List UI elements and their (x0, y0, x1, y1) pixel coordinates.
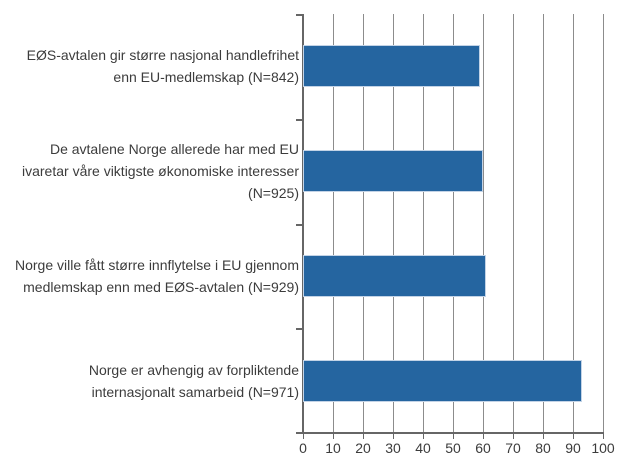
x-axis-tick (422, 433, 424, 439)
x-axis-tick (332, 433, 334, 439)
gridline (422, 14, 424, 433)
category-label-line: De avtalene Norge allerede har med EU (49, 141, 299, 158)
bar (303, 359, 582, 402)
x-tick-label: 70 (505, 440, 521, 456)
x-axis-tick (302, 433, 304, 439)
y-axis-tick (296, 118, 302, 121)
x-tick-label: 20 (355, 440, 371, 456)
category-label-line: enn EU-medlemskap (N=842) (113, 69, 299, 86)
x-axis-tick (362, 433, 364, 439)
x-axis-tick (482, 433, 484, 439)
x-axis-tick (452, 433, 454, 439)
x-axis-tick (512, 433, 514, 439)
x-tick-label: 0 (299, 440, 307, 456)
x-axis-tick (392, 433, 394, 439)
gridline (602, 14, 604, 433)
bar (303, 254, 486, 297)
gridline (482, 14, 484, 433)
gridline (452, 14, 454, 433)
x-axis-tick (542, 433, 544, 439)
category-label-line: (N=925) (248, 185, 299, 202)
category-label: EØS-avtalen gir større nasjonal handlefr… (0, 44, 299, 88)
x-tick-label: 50 (445, 440, 461, 456)
gridline (332, 14, 334, 433)
x-tick-label: 40 (415, 440, 431, 456)
x-tick-label: 80 (535, 440, 551, 456)
y-axis-tick (296, 223, 302, 226)
y-axis-tick (296, 14, 302, 16)
x-tick-label: 90 (565, 440, 581, 456)
x-axis-tick (572, 433, 574, 439)
gridline (392, 14, 394, 433)
gridline (362, 14, 364, 433)
category-label-line: ivaretar våre viktigste økonomiske inter… (22, 163, 299, 180)
bar (303, 150, 483, 193)
bar (303, 45, 480, 88)
gridline (572, 14, 574, 433)
x-tick-label: 60 (475, 440, 491, 456)
category-label-line: medlemskap enn med EØS-avtalen (N=929) (23, 278, 299, 295)
category-label-line: Norge er avhengig av forpliktende (88, 361, 299, 378)
x-tick-label: 100 (591, 440, 615, 456)
category-label: Norge er avhengig av forpliktende interna… (0, 359, 299, 403)
category-label-line: EØS-avtalen gir større nasjonal handlefr… (26, 47, 299, 64)
gridline (542, 14, 544, 433)
y-axis-tick (296, 432, 302, 434)
gridline (512, 14, 514, 433)
x-tick-label: 10 (325, 440, 341, 456)
x-tick-label: 30 (385, 440, 401, 456)
category-labels: EØS-avtalen gir større nasjonal handlefr… (0, 0, 299, 474)
y-axis-line (302, 14, 304, 433)
x-axis-tick (602, 433, 604, 439)
category-label-line: Norge ville fått større innflytelse i EU… (15, 256, 299, 273)
category-label: Norge ville fått større innflytelse i EU… (0, 254, 299, 298)
y-axis-tick (296, 328, 302, 331)
plot-area (296, 14, 604, 439)
category-label: De avtalene Norge allerede har med EU iva… (0, 138, 299, 204)
category-label-line: internasjonalt samarbeid (N=971) (91, 383, 299, 400)
